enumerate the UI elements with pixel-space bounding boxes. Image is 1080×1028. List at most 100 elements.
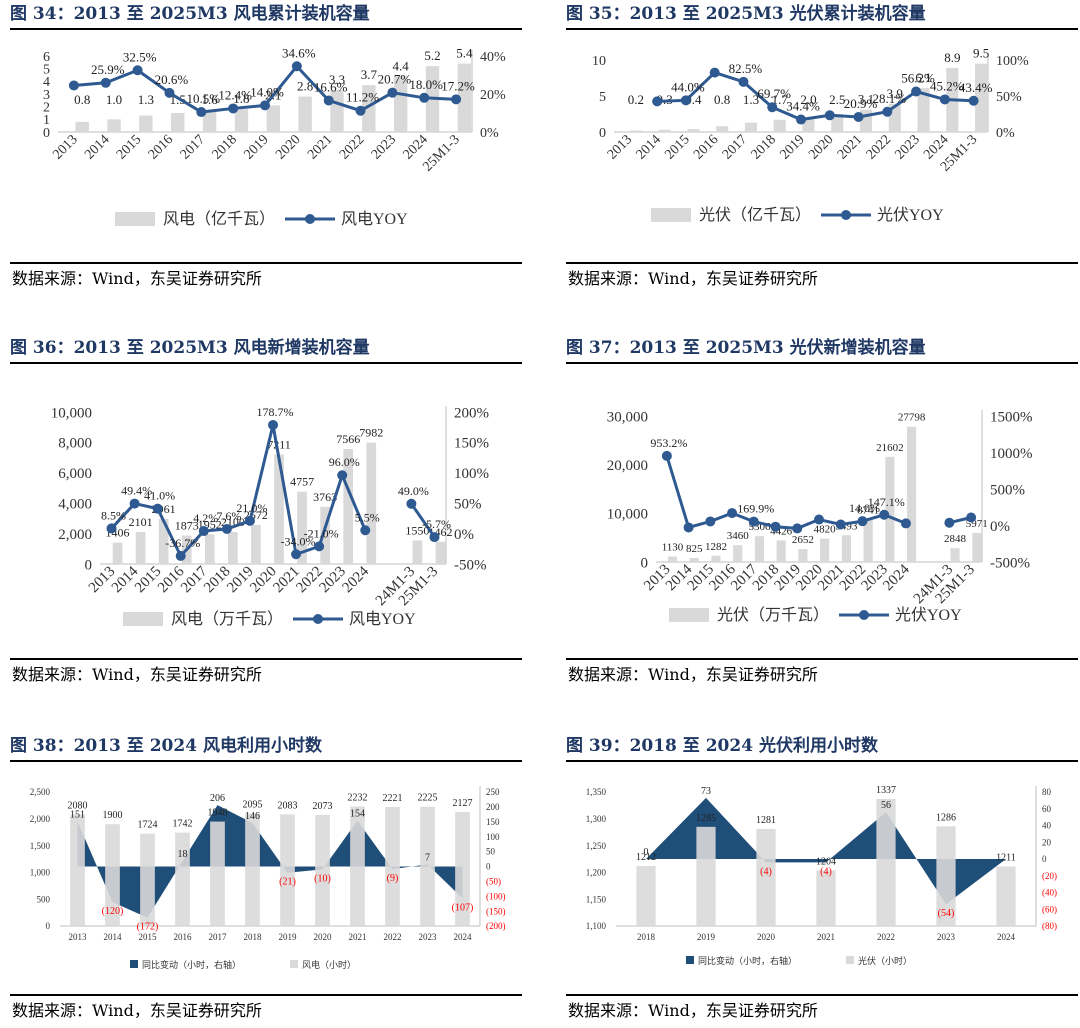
- y-left-tick-label: 2,000: [58, 527, 92, 543]
- bar-value-label: 1130: [662, 542, 684, 554]
- y-right-tick-label: 200: [486, 802, 500, 812]
- chart-title: 图 39：2018 至 2024 光伏利用小时数: [566, 732, 1078, 762]
- yoy-marker: [198, 526, 209, 537]
- yoy-value-label: 154: [350, 809, 365, 820]
- bar: [696, 826, 716, 926]
- yoy-value-label: 20.6%: [155, 72, 189, 87]
- bar-value-label: 1724: [138, 820, 158, 831]
- y-right-tick-label: 50%: [996, 90, 1022, 105]
- bar-value-label: 1550: [405, 523, 429, 537]
- bar: [950, 548, 960, 562]
- yoy-value-label: (21): [279, 877, 296, 888]
- bar-value-label: 7566: [336, 432, 360, 446]
- bar-value-label: 1.3: [743, 92, 759, 107]
- x-tick-label: 2024: [340, 563, 373, 596]
- legend-bar-swatch: [651, 208, 691, 222]
- bar: [733, 545, 743, 562]
- chart-title: 图 36：2013 至 2025M3 风电新增装机容量: [10, 334, 522, 364]
- bar-value-label: 1900: [103, 810, 123, 821]
- legend-bar-swatch: [123, 612, 163, 626]
- x-tick-label: 2020: [757, 932, 776, 942]
- y-right-tick-label: (40): [1042, 888, 1057, 898]
- legend-line-marker: [841, 210, 851, 220]
- bar-value-label: 1211: [996, 853, 1016, 864]
- bar: [841, 535, 851, 562]
- y-left-tick-label: 1,200: [586, 868, 607, 878]
- yoy-marker: [796, 114, 806, 125]
- x-tick-label: 2023: [419, 932, 438, 942]
- bar: [70, 814, 85, 926]
- bar-value-label: 0.8: [714, 92, 730, 107]
- bar: [936, 826, 956, 926]
- panel-wind-cumulative: 图 34：2013 至 2025M3 风电累计装机容量 0 1 2 3 4 5 6 0% 20%…: [10, 0, 522, 300]
- yoy-value-label: 82.5%: [729, 61, 763, 76]
- yoy-line: [410, 502, 436, 538]
- yoy-value-label: 178.7%: [257, 405, 294, 419]
- yoy-value-label: 14.0%: [849, 501, 880, 515]
- bar-value-label: 3.9: [887, 86, 903, 101]
- yoy-marker: [709, 67, 720, 78]
- bar: [112, 542, 123, 564]
- bar-value-label: 2073: [313, 801, 333, 812]
- legend-bar-swatch: [290, 960, 298, 968]
- bar: [885, 456, 895, 562]
- y-left-tick-label: 10: [592, 54, 606, 69]
- yoy-value-label: 44.0%: [671, 79, 705, 94]
- y-left-tick-label: 0: [599, 126, 606, 141]
- bar-value-label: 1337: [876, 785, 896, 796]
- y-left-tick-label: 1,150: [586, 894, 607, 904]
- x-tick-label: 2014: [82, 132, 112, 162]
- bar: [330, 90, 344, 132]
- yoy-value-label: 151: [70, 809, 85, 820]
- legend-line-marker: [859, 610, 869, 620]
- y-left-tick-label: 0: [641, 555, 649, 571]
- x-tick-label: 2015: [662, 132, 692, 162]
- bar: [140, 833, 155, 926]
- x-tick-label: 2022: [337, 132, 367, 162]
- yoy-marker: [337, 470, 348, 481]
- bar-value-label: 5.4: [456, 46, 473, 61]
- yoy-marker: [814, 514, 824, 525]
- bar-value-label: 1.7: [772, 92, 789, 107]
- bar: [245, 813, 260, 926]
- panel-solar-new: 图 37：2013 至 2025M3 光伏新增装机容量 0 10,000 20,00…: [566, 334, 1078, 694]
- y-left-tick-label: 6,000: [58, 466, 92, 482]
- bar: [996, 866, 1016, 926]
- legend-line-label: 光伏YOY: [895, 606, 962, 624]
- bar: [455, 811, 470, 926]
- yoy-line: [665, 455, 907, 530]
- bar-value-label: 21602: [876, 442, 904, 454]
- y-right-tick-label: 20%: [480, 88, 506, 103]
- bar-value-label: 2080: [68, 801, 88, 812]
- y-right-tick-label: 1500%: [990, 409, 1033, 425]
- y-left-tick-label: 1,250: [586, 841, 607, 851]
- y-left-tick-label: 1,300: [586, 814, 607, 824]
- x-tick-label: 2023: [937, 932, 956, 942]
- bar-value-label: 1.8: [233, 91, 249, 106]
- y-left-tick-label: 2,000: [30, 814, 51, 824]
- bar: [687, 129, 700, 132]
- source-note: 数据来源：Wind，东吴证券研究所: [566, 262, 1078, 294]
- bar: [315, 814, 330, 926]
- y-right-tick-label: 80: [1042, 787, 1052, 797]
- bar: [435, 541, 446, 564]
- y-left-tick-label: 2: [43, 101, 50, 116]
- yoy-value-label: 953.2%: [650, 436, 687, 450]
- yoy-marker: [824, 110, 835, 121]
- y-right-tick-label: 500%: [990, 482, 1025, 498]
- bar-value-label: 4820: [814, 524, 837, 536]
- bar-value-label: 1.0: [106, 92, 122, 107]
- bar: [343, 448, 354, 564]
- bar: [350, 806, 365, 926]
- bar: [385, 806, 400, 926]
- yoy-marker: [727, 508, 738, 519]
- yoy-value-label: 73: [701, 786, 711, 797]
- yoy-value-label: 206: [210, 793, 225, 804]
- yoy-marker: [268, 419, 278, 430]
- chart-solar-hours: 1,100 1,150 1,200 1,250 1,300 1,350 (80) (60) (4…: [586, 785, 1057, 966]
- panel-solar-hours: 图 39：2018 至 2024 光伏利用小时数 1,100 1,150 1,200…: [566, 732, 1078, 1028]
- yoy-marker: [853, 111, 864, 122]
- legend-bar-swatch: [846, 956, 854, 964]
- bar-value-label: 2.0: [800, 92, 816, 107]
- bar: [859, 109, 873, 132]
